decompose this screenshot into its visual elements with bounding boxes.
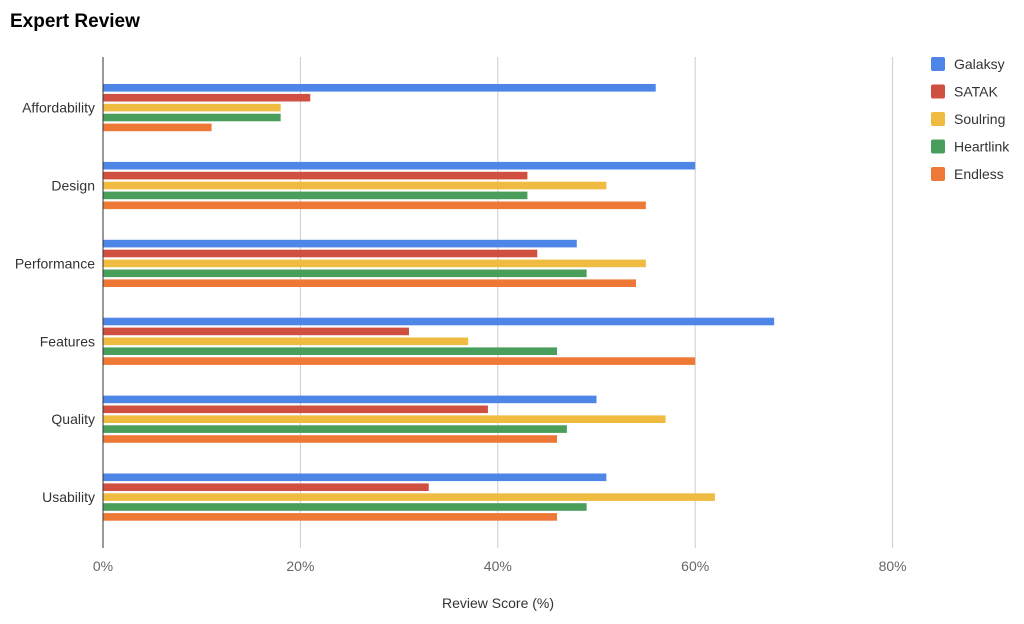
bar-satak-quality	[103, 405, 488, 414]
legend-label-soulring: Soulring	[954, 111, 1005, 127]
category-label: Quality	[51, 411, 95, 427]
axes: 0% 20% 40% 60% 80% Affordability Design Perform…	[15, 57, 907, 611]
gridlines	[299, 57, 894, 548]
category-label: Performance	[15, 255, 95, 271]
legend-swatch-satak	[931, 84, 945, 99]
bar-soulring-quality	[103, 415, 666, 423]
legend: Galaksy SATAK Soulring Heartlink Endless	[931, 56, 1010, 182]
bar-heartlink-usability	[103, 503, 587, 511]
bar-galaksy-quality	[103, 395, 597, 404]
chart-title: Expert Review	[10, 11, 140, 32]
x-tick-label: 20%	[286, 558, 314, 574]
bar-soulring-design	[103, 181, 607, 190]
legend-swatch-soulring	[931, 112, 945, 126]
bar-galaksy-performance	[103, 239, 577, 248]
bar-heartlink-quality	[103, 425, 567, 433]
x-tick-label: 40%	[484, 558, 512, 574]
bars	[103, 84, 775, 521]
bar-endless-quality	[103, 435, 558, 443]
x-tick-label: 80%	[879, 558, 907, 574]
legend-label-endless: Endless	[954, 166, 1004, 182]
legend-label-satak: SATAK	[954, 84, 998, 100]
bar-satak-design	[103, 171, 528, 180]
legend-swatch-galaksy	[931, 57, 945, 71]
category-label: Design	[51, 178, 95, 194]
x-axis-title: Review Score (%)	[442, 595, 554, 611]
bar-galaksy-features	[103, 317, 775, 326]
bar-galaksy-usability	[103, 473, 607, 482]
bar-heartlink-affordability	[103, 113, 281, 122]
bar-endless-features	[103, 357, 696, 365]
bar-soulring-usability	[103, 493, 715, 501]
category-label: Features	[40, 333, 95, 349]
bar-galaksy-affordability	[103, 84, 656, 92]
category-label: Affordability	[22, 100, 95, 116]
legend-swatch-endless	[931, 167, 945, 181]
legend-swatch-heartlink	[931, 139, 945, 154]
bar-satak-features	[103, 327, 409, 336]
bar-soulring-features	[103, 337, 469, 346]
bar-heartlink-performance	[103, 269, 587, 278]
category-label: Usability	[42, 489, 95, 505]
bar-soulring-affordability	[103, 103, 281, 112]
x-tick-label: 0%	[93, 558, 113, 574]
bar-endless-affordability	[103, 123, 212, 132]
x-tick-label: 60%	[681, 558, 709, 574]
bar-satak-usability	[103, 483, 429, 491]
bar-endless-usability	[103, 513, 558, 521]
bar-satak-performance	[103, 249, 538, 258]
bar-galaksy-design	[103, 161, 696, 170]
bar-endless-performance	[103, 279, 636, 287]
bar-endless-design	[103, 201, 646, 210]
legend-label-heartlink: Heartlink	[954, 139, 1010, 155]
legend-label-galaksy: Galaksy	[954, 56, 1005, 72]
bar-heartlink-design	[103, 191, 528, 200]
bar-soulring-performance	[103, 259, 646, 268]
bar-heartlink-features	[103, 347, 558, 355]
bar-satak-affordability	[103, 93, 311, 102]
